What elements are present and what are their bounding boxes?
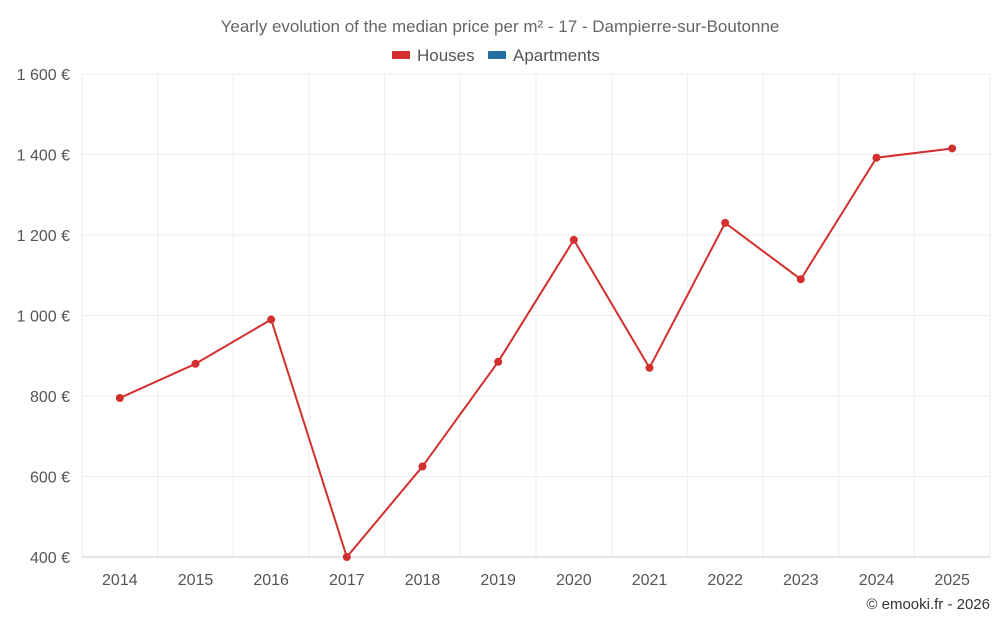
x-tick-label: 2015 xyxy=(178,572,214,589)
x-tick-label: 2022 xyxy=(707,572,743,589)
data-point-2019[interactable] xyxy=(494,357,503,366)
data-points xyxy=(115,144,957,561)
data-point-2014[interactable] xyxy=(115,394,124,403)
legend-swatch xyxy=(488,51,506,59)
x-tick-label: 2019 xyxy=(480,572,516,589)
legend-label: Apartments xyxy=(513,46,600,65)
x-gridlines xyxy=(81,74,991,557)
x-tick-label: 2020 xyxy=(556,572,592,589)
y-tick-label: 1 000 € xyxy=(17,309,70,326)
x-tick-label: 2024 xyxy=(859,572,895,589)
legend-swatch xyxy=(392,51,410,59)
series-line-houses xyxy=(119,147,953,558)
y-tick-label: 1 600 € xyxy=(17,67,70,84)
data-point-2016[interactable] xyxy=(267,315,276,324)
legend-item-apartments[interactable]: Apartments xyxy=(488,46,600,65)
x-axis-labels: 2014 2015 2016 2017 2018 2019 2020 2021 2022 2023… xyxy=(102,572,970,589)
data-point-2022[interactable] xyxy=(721,218,730,227)
x-tick-label: 2023 xyxy=(783,572,819,589)
data-point-2018[interactable] xyxy=(418,462,427,471)
x-tick-label: 2014 xyxy=(102,572,138,589)
legend-item-houses[interactable]: Houses xyxy=(392,46,475,65)
y-tick-label: 1 400 € xyxy=(17,148,70,165)
data-point-2021[interactable] xyxy=(645,363,654,372)
data-point-2025[interactable] xyxy=(948,144,957,153)
y-tick-label: 800 € xyxy=(30,389,70,406)
x-tick-label: 2018 xyxy=(405,572,441,589)
data-point-2015[interactable] xyxy=(191,359,200,368)
credit-text: © emooki.fr - 2026 xyxy=(866,596,990,613)
y-axis-labels: 400 € 600 € 800 € 1 000 € 1 200 € 1 400 € 1 60… xyxy=(17,67,70,567)
chart-title: Yearly evolution of the median price per… xyxy=(221,17,780,36)
legend-label: Houses xyxy=(417,46,475,65)
series-lines xyxy=(119,147,953,558)
data-point-2017[interactable] xyxy=(342,553,351,561)
x-tick-label: 2017 xyxy=(329,572,365,589)
x-tick-label: 2016 xyxy=(253,572,289,589)
data-point-2023[interactable] xyxy=(796,275,805,284)
x-tick-label: 2021 xyxy=(632,572,668,589)
x-tick-label: 2025 xyxy=(934,572,970,589)
data-point-2024[interactable] xyxy=(872,153,881,162)
y-tick-label: 400 € xyxy=(30,550,70,567)
legend: Houses Apartments xyxy=(392,46,600,65)
y-tick-label: 600 € xyxy=(30,470,70,487)
y-tick-label: 1 200 € xyxy=(17,228,70,245)
data-point-2020[interactable] xyxy=(569,235,578,244)
